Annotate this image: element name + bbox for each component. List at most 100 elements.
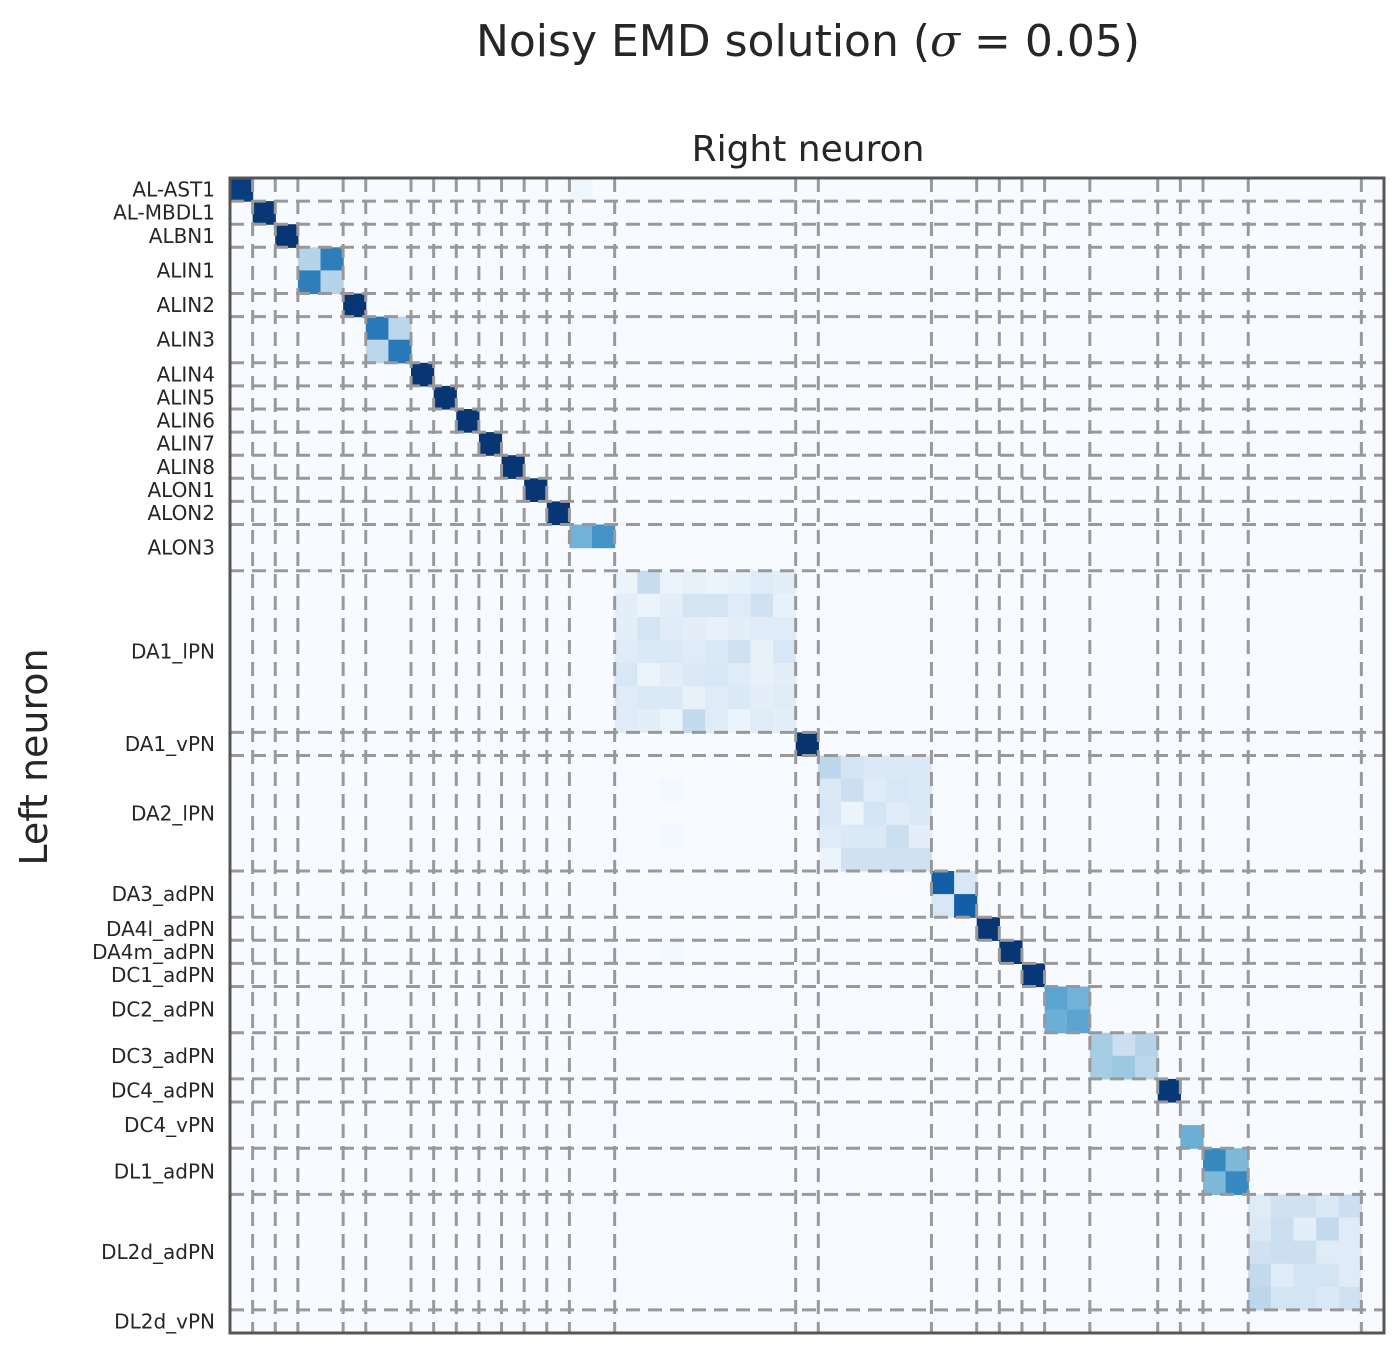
y-tick-label: DA4m_adPN	[92, 940, 215, 964]
heatmap-cell	[1270, 1286, 1295, 1311]
heatmap-cell	[1021, 963, 1046, 988]
heatmap-cell	[1248, 1240, 1272, 1265]
heatmap-cell	[682, 570, 706, 595]
heatmap-cell	[1180, 1125, 1204, 1149]
heatmap-cell	[750, 686, 774, 710]
heatmap-cell	[1089, 1032, 1114, 1057]
heatmap-cell	[705, 593, 729, 618]
heatmap-cell	[976, 917, 1000, 941]
heatmap-cell	[637, 616, 661, 641]
heatmap-cell	[365, 339, 389, 364]
heatmap-cell	[727, 663, 752, 687]
heatmap-cell	[1202, 1171, 1227, 1195]
heatmap-cell	[705, 686, 729, 710]
heatmap-cell	[1248, 1194, 1272, 1219]
y-tick-label: ALON3	[147, 536, 215, 560]
heatmap-cell	[1316, 1286, 1340, 1311]
heatmap-cell	[1248, 1263, 1272, 1288]
y-tick-label: ALIN7	[157, 432, 215, 456]
y-tick-label: AL-AST1	[132, 178, 215, 202]
heatmap-cell	[1293, 1240, 1317, 1265]
heatmap-cell	[614, 709, 638, 733]
heatmap-cell	[818, 778, 842, 803]
heatmap-cell	[1044, 1009, 1068, 1034]
heatmap-cell	[908, 801, 933, 826]
heatmap-cell	[320, 270, 344, 295]
heatmap-cell	[1293, 1194, 1317, 1219]
heatmap-cell	[773, 663, 797, 687]
heatmap-cell	[840, 824, 865, 849]
heatmap-cell	[1225, 1148, 1249, 1172]
heatmap-cell	[818, 847, 842, 872]
heatmap-cells	[230, 178, 1385, 1334]
heatmap-cell	[727, 570, 752, 595]
heatmap-cell	[659, 663, 684, 687]
heatmap-cell	[388, 339, 412, 364]
heatmap-cell	[863, 847, 887, 872]
heatmap-cell	[682, 593, 706, 618]
heatmap-cell	[659, 570, 684, 595]
plot-frame	[228, 176, 1386, 1335]
y-tick-label: ALIN1	[157, 258, 215, 282]
y-tick-label: DL2d_vPN	[114, 1309, 215, 1333]
heatmap-cell	[1316, 1217, 1340, 1242]
heatmap-cell	[1316, 1240, 1340, 1265]
y-tick-label: DL2d_adPN	[101, 1240, 215, 1264]
heatmap-cell	[886, 801, 910, 826]
heatmap-cell	[1293, 1286, 1317, 1311]
heatmap-cell	[433, 385, 457, 410]
heatmap-cell	[411, 362, 435, 387]
y-tick-label: DL1_adPN	[114, 1159, 215, 1183]
heatmap-cell	[818, 755, 842, 780]
heatmap-cell	[727, 686, 752, 710]
heatmap-cell	[682, 686, 706, 710]
y-axis-label: Left neuron	[12, 648, 56, 865]
heatmap-cell	[388, 316, 412, 341]
chart-title: Right neuron	[692, 129, 925, 170]
y-tick-label: ALIN2	[157, 293, 215, 317]
heatmap-cell	[682, 709, 706, 733]
heatmap-cell	[1293, 1263, 1317, 1288]
heatmap-cell	[773, 593, 797, 618]
heatmap-cell	[750, 570, 774, 595]
heatmap-cell	[773, 570, 797, 595]
heatmap-cell	[1089, 1055, 1114, 1080]
heatmap-cell	[750, 640, 774, 664]
heatmap-cell	[1338, 1194, 1362, 1219]
heatmap-cell	[727, 593, 752, 618]
heatmap-cell	[478, 432, 503, 456]
heatmap-cell	[1316, 1194, 1340, 1219]
heatmap-cell	[727, 709, 752, 733]
heatmap-cell	[886, 847, 910, 872]
heatmap-cell	[750, 593, 774, 618]
heatmap-cell	[773, 640, 797, 664]
heatmap-cell	[614, 570, 638, 595]
heatmap-cell	[1270, 1217, 1295, 1242]
heatmap-cell	[546, 501, 571, 526]
y-tick-label: AL-MBDL1	[113, 201, 215, 225]
heatmap-cell	[863, 801, 887, 826]
heatmap-cell	[1293, 1217, 1317, 1242]
y-tick-label: ALON2	[147, 501, 215, 525]
heatmap-cell	[886, 778, 910, 803]
heatmap-cell	[773, 686, 797, 710]
heatmap-cell	[659, 640, 684, 664]
heatmap-cell	[1135, 1032, 1159, 1057]
heatmap-cell	[637, 593, 661, 618]
heatmap-cell	[1112, 1055, 1136, 1080]
heatmap-cell	[1270, 1263, 1295, 1288]
heatmap-cell	[840, 755, 865, 780]
y-tick-label: DA3_adPN	[112, 882, 215, 906]
heatmap-cell	[1225, 1171, 1249, 1195]
heatmap-cell	[365, 316, 389, 341]
heatmap-cell	[320, 247, 344, 271]
heatmap-cell	[750, 663, 774, 687]
y-tick-label: DC1_adPN	[111, 963, 215, 987]
y-tick-label: DA2_lPN	[131, 801, 215, 825]
heatmap-cell	[705, 709, 729, 733]
heatmap-cell	[1180, 1102, 1204, 1126]
heatmap-cell	[637, 686, 661, 710]
heatmap-cell	[750, 709, 774, 733]
heatmap-cell	[1067, 1009, 1091, 1034]
heatmap-cell	[727, 640, 752, 664]
